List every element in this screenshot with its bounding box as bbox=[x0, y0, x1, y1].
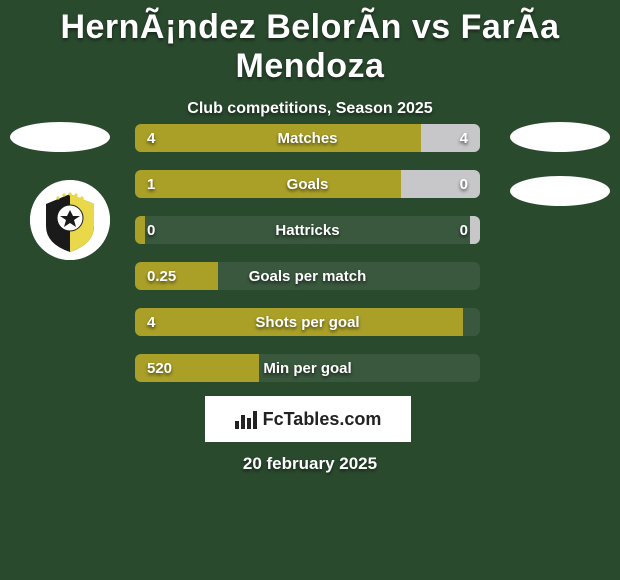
stat-label: Matches bbox=[135, 124, 480, 152]
stat-row: 4Matches4 bbox=[135, 124, 480, 152]
stat-right-value: 0 bbox=[460, 216, 468, 244]
stat-right-value: 0 bbox=[460, 170, 468, 198]
club-logo-left_logo bbox=[10, 122, 110, 152]
subtitle: Club competitions, Season 2025 bbox=[0, 100, 620, 118]
stat-right-value: 4 bbox=[460, 124, 468, 152]
brand-text: FcTables.com bbox=[263, 409, 382, 430]
stat-row: 1Goals0 bbox=[135, 170, 480, 198]
page-title: HernÃ¡ndez BelorÃ­n vs FarÃ­a Mendoza bbox=[0, 0, 620, 86]
stat-label: Hattricks bbox=[135, 216, 480, 244]
stat-label: Goals per match bbox=[135, 262, 480, 290]
chart-icon bbox=[235, 409, 257, 429]
club-logo-left_crest bbox=[30, 180, 110, 260]
stat-row: 4Shots per goal bbox=[135, 308, 480, 336]
stat-label: Shots per goal bbox=[135, 308, 480, 336]
stats-bars: 4Matches41Goals00Hattricks00.25Goals per… bbox=[135, 124, 480, 400]
date-text: 20 february 2025 bbox=[0, 454, 620, 474]
stat-label: Min per goal bbox=[135, 354, 480, 382]
brand-box: FcTables.com bbox=[205, 396, 411, 442]
stat-row: 0.25Goals per match bbox=[135, 262, 480, 290]
club-logo-right_logo2 bbox=[510, 176, 610, 206]
club-logo-right_logo bbox=[510, 122, 610, 152]
stat-label: Goals bbox=[135, 170, 480, 198]
stat-row: 0Hattricks0 bbox=[135, 216, 480, 244]
stat-row: 520Min per goal bbox=[135, 354, 480, 382]
